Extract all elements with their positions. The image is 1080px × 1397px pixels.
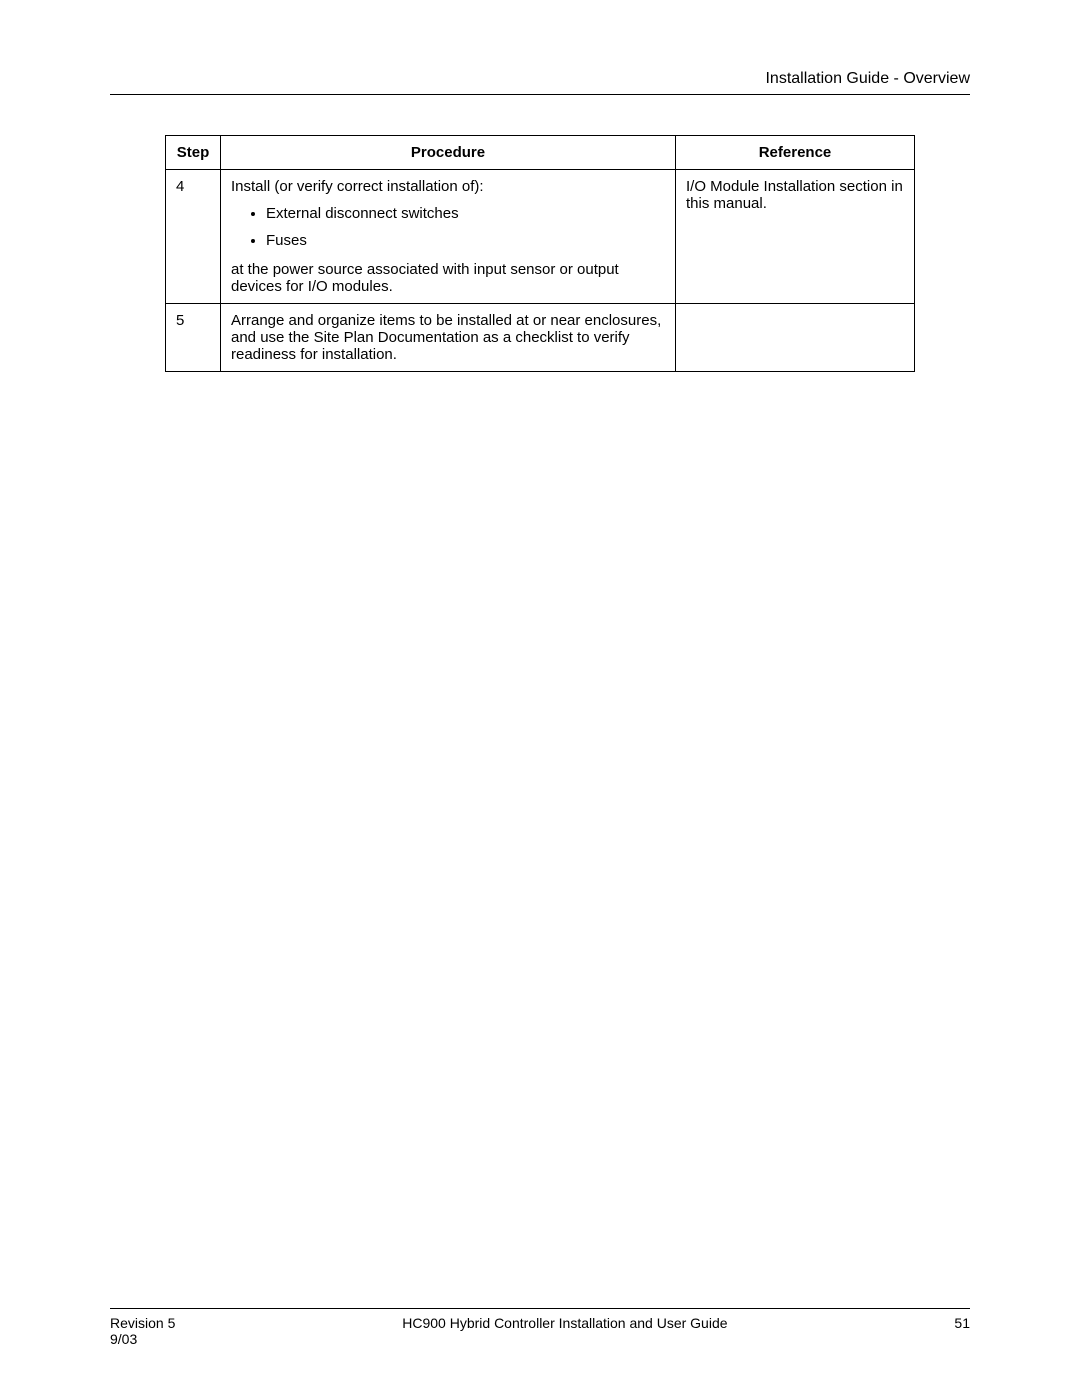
procedure-content: Arrange and organize items to be install… bbox=[231, 312, 665, 363]
cell-procedure: Install (or verify correct installation … bbox=[221, 170, 676, 304]
footer-center: HC900 Hybrid Controller Installation and… bbox=[402, 1315, 727, 1331]
procedure-text: Arrange and organize items to be install… bbox=[231, 312, 665, 363]
page-header: Installation Guide - Overview bbox=[110, 70, 970, 95]
footer-doc-title: HC900 Hybrid Controller Installation and… bbox=[402, 1315, 727, 1331]
page-footer: Revision 5 9/03 HC900 Hybrid Controller … bbox=[110, 1308, 970, 1347]
cell-procedure: Arrange and organize items to be install… bbox=[221, 304, 676, 372]
column-header-step: Step bbox=[166, 136, 221, 170]
list-item: Fuses bbox=[266, 232, 665, 249]
cell-reference: I/O Module Installation section in this … bbox=[676, 170, 915, 304]
column-header-reference: Reference bbox=[676, 136, 915, 170]
procedure-table: Step Procedure Reference 4 Install (or v… bbox=[165, 135, 915, 372]
table-row: 5 Arrange and organize items to be insta… bbox=[166, 304, 915, 372]
footer-page-number: 51 bbox=[954, 1315, 970, 1331]
footer-left: Revision 5 9/03 bbox=[110, 1315, 175, 1347]
column-header-procedure: Procedure bbox=[221, 136, 676, 170]
procedure-intro: Install (or verify correct installation … bbox=[231, 178, 665, 195]
procedure-outro: at the power source associated with inpu… bbox=[231, 261, 665, 295]
list-item: External disconnect switches bbox=[266, 205, 665, 222]
table-header-row: Step Procedure Reference bbox=[166, 136, 915, 170]
cell-reference bbox=[676, 304, 915, 372]
footer-revision: Revision 5 bbox=[110, 1315, 175, 1331]
table-row: 4 Install (or verify correct installatio… bbox=[166, 170, 915, 304]
page: Installation Guide - Overview Step Proce… bbox=[0, 0, 1080, 1397]
footer-date: 9/03 bbox=[110, 1331, 175, 1347]
page-content: Step Procedure Reference 4 Install (or v… bbox=[110, 135, 970, 1308]
header-title: Installation Guide - Overview bbox=[765, 70, 970, 87]
procedure-content: Install (or verify correct installation … bbox=[231, 178, 665, 295]
cell-step: 5 bbox=[166, 304, 221, 372]
procedure-list: External disconnect switches Fuses bbox=[231, 205, 665, 249]
cell-step: 4 bbox=[166, 170, 221, 304]
footer-right: 51 bbox=[954, 1315, 970, 1331]
